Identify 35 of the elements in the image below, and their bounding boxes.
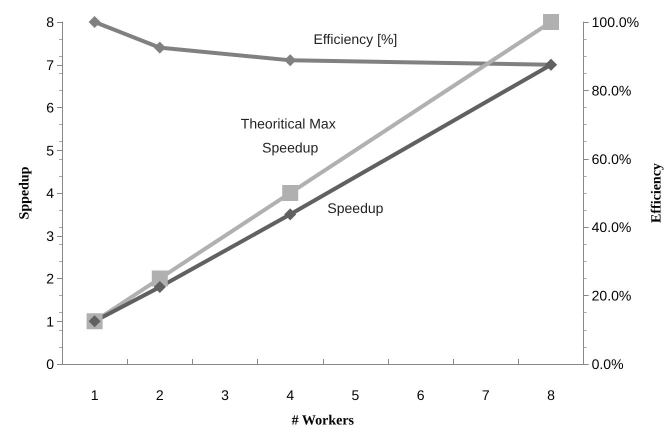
x-tick-label: 2 (156, 387, 164, 403)
y2-tick-label: 60.0% (592, 150, 632, 167)
x-tick-label: 8 (547, 387, 556, 403)
point (154, 281, 166, 294)
point (154, 42, 166, 54)
y-tick-label: 5 (46, 142, 54, 158)
y2-tick-label: 40.0% (592, 219, 632, 236)
x-tick-label: 3 (221, 387, 230, 403)
x-tick-label: 6 (416, 387, 425, 403)
x-tick-label: 4 (286, 387, 294, 403)
y-tick-label: 1 (46, 313, 54, 330)
point (284, 208, 296, 220)
y-tick-label: 3 (46, 228, 54, 244)
x-tick-label: 1 (90, 387, 99, 403)
series-label: Efficiency [%] (314, 31, 398, 48)
y-tick-label: 4 (46, 185, 54, 201)
x-tick-label: 5 (352, 387, 360, 403)
y-tick-label: 8 (46, 14, 54, 30)
point (88, 16, 101, 28)
x-tick-label: 7 (482, 387, 490, 403)
y2-tick-label: 100.0% (592, 14, 640, 30)
y-tick-label: 0 (46, 356, 54, 372)
series-label: Speedup (327, 200, 384, 216)
point (282, 185, 298, 201)
y2-axis-title: Efficiency (650, 163, 664, 223)
point (543, 14, 560, 30)
series-label: Theoritical Max Speedup (240, 115, 340, 156)
y-tick-label: 6 (46, 100, 54, 116)
y-tick-label: 7 (46, 56, 54, 73)
y2-tick-label: 80.0% (592, 82, 632, 98)
y-axis-title: Sppedup (18, 166, 32, 220)
y2-tick-label: 20.0% (592, 288, 632, 304)
x-axis-title: # Workers (292, 414, 355, 428)
y-tick-label: 2 (46, 270, 54, 286)
y2-tick-label: 0.0% (592, 356, 624, 372)
